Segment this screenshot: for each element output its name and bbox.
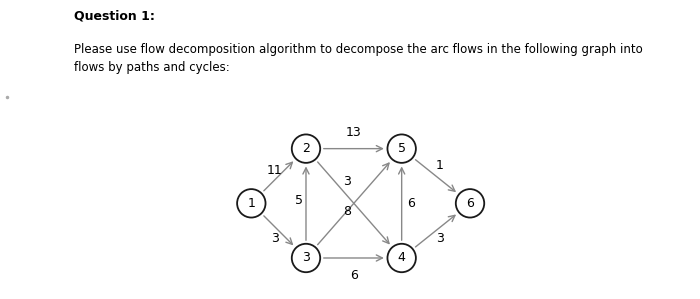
- Text: 5: 5: [295, 194, 303, 207]
- Circle shape: [292, 244, 320, 272]
- Text: 8: 8: [343, 205, 351, 218]
- Text: Question 1:: Question 1:: [74, 9, 155, 22]
- Circle shape: [237, 189, 265, 218]
- Text: 3: 3: [302, 251, 310, 265]
- Text: 3: 3: [271, 232, 279, 245]
- Text: 1: 1: [247, 197, 256, 210]
- Text: 3: 3: [343, 175, 351, 188]
- Text: 13: 13: [346, 126, 362, 139]
- Text: 6: 6: [407, 197, 415, 210]
- Circle shape: [388, 135, 416, 163]
- Text: 11: 11: [267, 164, 282, 177]
- Text: 3: 3: [436, 232, 444, 245]
- Text: Please use flow decomposition algorithm to decompose the arc flows in the follow: Please use flow decomposition algorithm …: [74, 43, 643, 74]
- Text: 6: 6: [350, 269, 358, 282]
- Text: 1: 1: [436, 158, 444, 172]
- Text: 5: 5: [398, 142, 406, 155]
- Circle shape: [292, 135, 320, 163]
- Circle shape: [388, 244, 416, 272]
- Text: 6: 6: [466, 197, 474, 210]
- Text: 2: 2: [302, 142, 310, 155]
- Text: 4: 4: [398, 251, 405, 265]
- Circle shape: [456, 189, 484, 218]
